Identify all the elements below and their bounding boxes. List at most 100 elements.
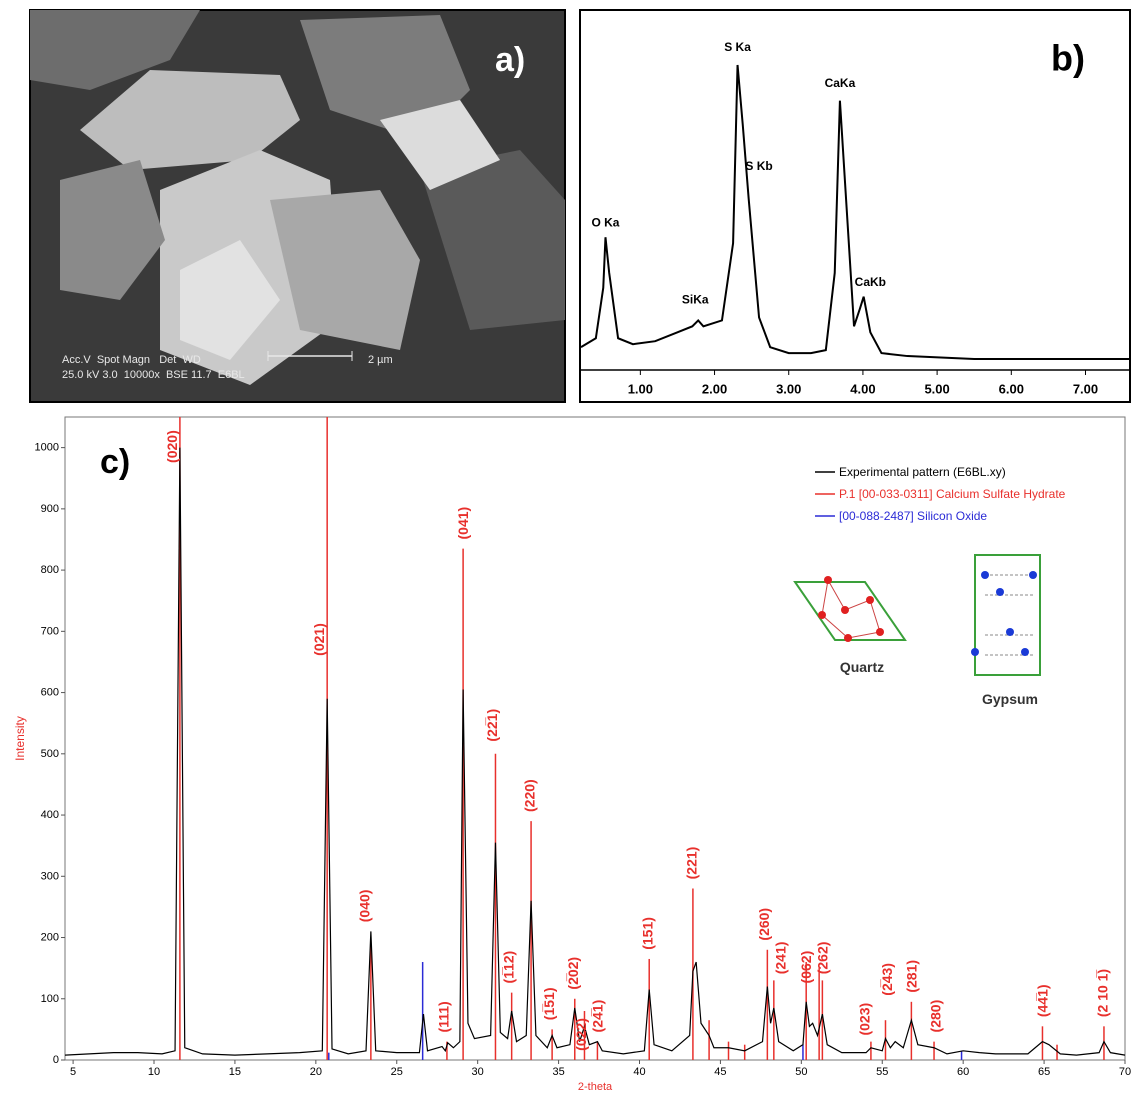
atom bbox=[996, 588, 1004, 596]
y-tick-label: 600 bbox=[41, 687, 59, 699]
inset-label: Gypsum bbox=[982, 691, 1038, 707]
peak-label: (151) bbox=[640, 917, 656, 950]
x-tick-label: 10 bbox=[148, 1066, 160, 1078]
atom bbox=[876, 628, 884, 636]
sem-info: 25.0 kV 3.0 10000x BSE 11.7 E6BL bbox=[62, 369, 245, 381]
crystal bbox=[420, 150, 565, 330]
atom bbox=[841, 606, 849, 614]
legend-label: P.1 [00-033-0311] Calcium Sulfate Hydrat… bbox=[839, 487, 1066, 501]
peak-label: (111) bbox=[436, 1001, 452, 1032]
atom bbox=[818, 611, 826, 619]
gypsum-inset bbox=[971, 554, 1041, 676]
x-tick-label: 60 bbox=[957, 1066, 969, 1078]
x-tick-label: 2.00 bbox=[702, 382, 727, 397]
peak-label: (040) bbox=[356, 890, 372, 923]
x-axis-label: 2-theta bbox=[578, 1081, 613, 1093]
x-tick-label: 55 bbox=[876, 1066, 888, 1078]
y-axis-label: Intensity bbox=[13, 716, 27, 761]
y-tick-label: 100 bbox=[41, 993, 59, 1005]
peak-label: (220) bbox=[521, 779, 537, 812]
inset-label: Quartz bbox=[840, 659, 884, 675]
pattern-line bbox=[64, 447, 1126, 1056]
x-tick-label: 4.00 bbox=[850, 382, 875, 397]
quartz-inset bbox=[793, 576, 907, 642]
xrd-frame bbox=[64, 416, 1126, 1061]
crystal bbox=[80, 70, 300, 170]
peak-label: (280) bbox=[928, 1000, 944, 1033]
x-tick-label: 20 bbox=[310, 1066, 322, 1078]
bond bbox=[821, 578, 881, 639]
y-tick-label: 1000 bbox=[35, 442, 59, 454]
panel-label: b) bbox=[1051, 38, 1085, 79]
atom bbox=[981, 571, 989, 579]
y-tick-label: 0 bbox=[53, 1054, 59, 1066]
x-tick-label: 6.00 bbox=[999, 382, 1024, 397]
atom bbox=[844, 634, 852, 642]
crystal bbox=[270, 190, 420, 350]
x-tick-label: 3.00 bbox=[776, 382, 801, 397]
peak-label: (221) bbox=[683, 847, 699, 880]
peak-label: (24̅1) bbox=[589, 1000, 605, 1033]
crystal bbox=[30, 10, 200, 90]
y-tick-label: 400 bbox=[41, 809, 59, 821]
spectrum-line bbox=[580, 64, 1130, 361]
peak-label: (020) bbox=[164, 430, 180, 463]
peak-label: (262) bbox=[814, 942, 830, 975]
y-tick-label: 900 bbox=[41, 503, 59, 515]
peak-label: (041) bbox=[455, 507, 471, 540]
unit-cell bbox=[974, 554, 1041, 676]
unit-cell bbox=[793, 581, 907, 641]
x-tick-label: 40 bbox=[633, 1066, 645, 1078]
peak-label: (2̅02) bbox=[565, 957, 581, 990]
y-tick-label: 200 bbox=[41, 932, 59, 944]
scale-text: 2 µm bbox=[368, 354, 393, 366]
peak-label: (1̅12) bbox=[500, 951, 516, 984]
peak-annotation: SiKa bbox=[682, 293, 709, 307]
atom bbox=[971, 648, 979, 656]
peak-label: (281) bbox=[903, 960, 919, 993]
crystal bbox=[60, 160, 165, 300]
y-tick-label: 700 bbox=[41, 625, 59, 637]
peak-label: (241) bbox=[772, 942, 788, 975]
x-tick-label: 5.00 bbox=[924, 382, 949, 397]
x-tick-label: 1.00 bbox=[628, 382, 653, 397]
peak-annotation: S Ka bbox=[724, 40, 751, 54]
legend-label: [00-088-2487] Silicon Oxide bbox=[839, 509, 987, 523]
peak-label: (260) bbox=[756, 908, 772, 941]
panel-label: c) bbox=[100, 443, 130, 481]
peak-label: (22̅1) bbox=[484, 709, 500, 742]
peak-annotation: S Kb bbox=[745, 159, 772, 173]
x-tick-label: 7.00 bbox=[1073, 382, 1098, 397]
x-tick-label: 30 bbox=[472, 1066, 484, 1078]
sem-panel: a) Acc.V Spot Magn Det WD 25.0 kV 3.0 10… bbox=[29, 9, 566, 403]
x-tick-label: 70 bbox=[1119, 1066, 1131, 1078]
peak-annotation: CaKa bbox=[825, 76, 856, 90]
eds-frame bbox=[579, 9, 1131, 403]
peak-label: (021) bbox=[311, 623, 327, 656]
x-tick-label: 25 bbox=[391, 1066, 403, 1078]
atom bbox=[1006, 628, 1014, 636]
bond bbox=[985, 574, 1035, 656]
crystal bbox=[180, 240, 280, 360]
peak-label: (44̅1) bbox=[1034, 984, 1050, 1017]
x-tick-label: 45 bbox=[714, 1066, 726, 1078]
x-tick-label: 5 bbox=[70, 1066, 76, 1078]
x-tick-label: 35 bbox=[552, 1066, 564, 1078]
peak-label: (2 10 1̅) bbox=[1094, 969, 1110, 1017]
peak-label: (2̅43) bbox=[879, 963, 895, 996]
peak-annotation: O Ka bbox=[591, 215, 619, 229]
atom bbox=[1021, 648, 1029, 656]
atom bbox=[824, 576, 832, 584]
atom bbox=[1029, 571, 1037, 579]
atom bbox=[866, 596, 874, 604]
legend-label: Experimental pattern (E6BL.xy) bbox=[839, 465, 1006, 479]
peak-label: (022) bbox=[573, 1018, 589, 1051]
y-tick-label: 500 bbox=[41, 748, 59, 760]
x-tick-label: 15 bbox=[229, 1066, 241, 1078]
panel-label: a) bbox=[495, 41, 525, 79]
y-tick-label: 300 bbox=[41, 870, 59, 882]
crystal bbox=[380, 100, 500, 190]
peak-annotation: CaKb bbox=[855, 275, 886, 289]
x-tick-label: 65 bbox=[1038, 1066, 1050, 1078]
